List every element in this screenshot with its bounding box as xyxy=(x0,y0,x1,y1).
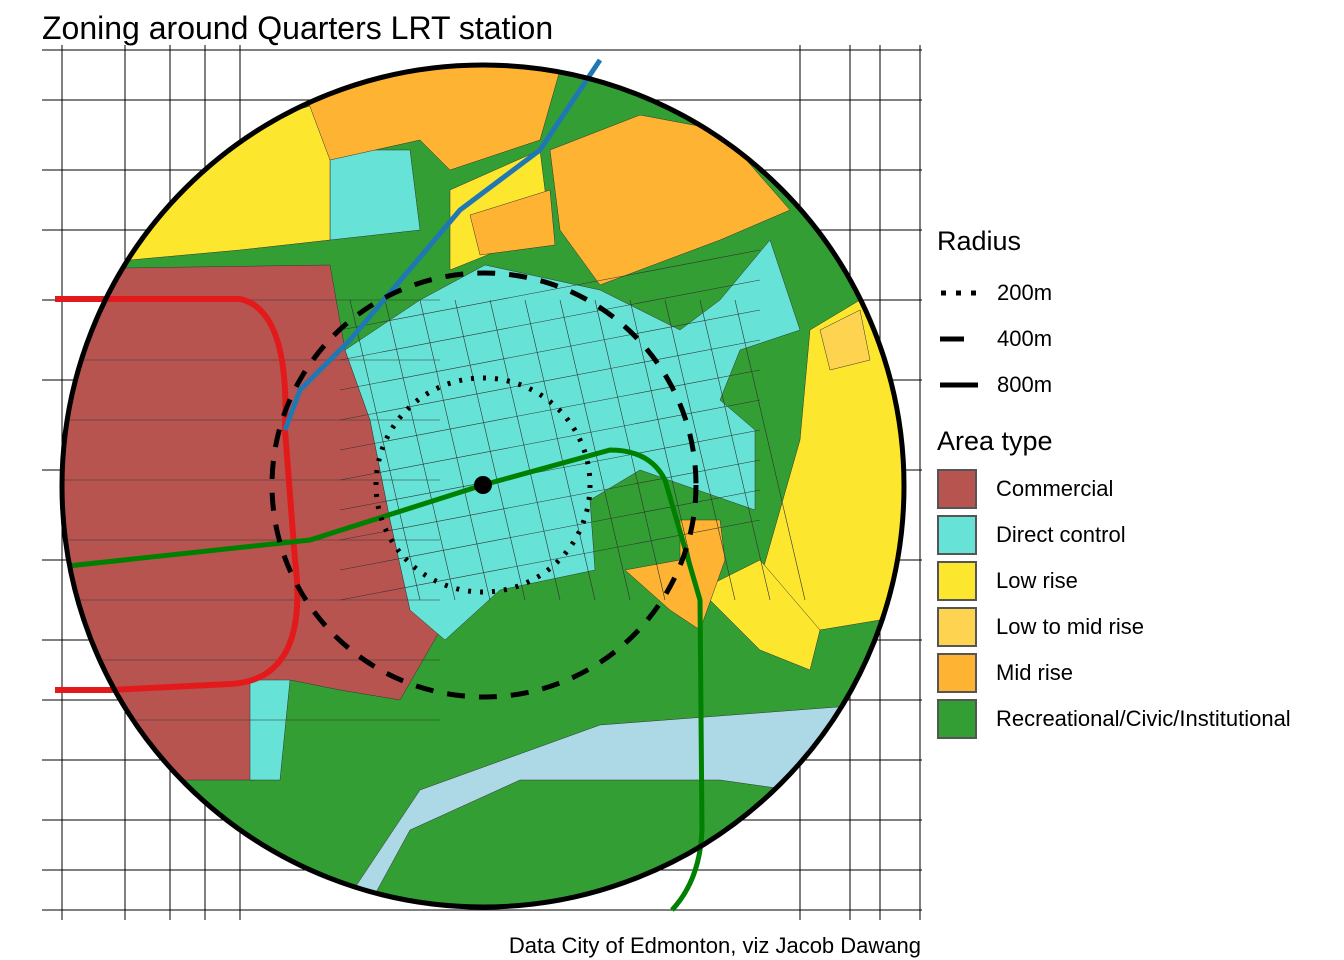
zone-direct-control xyxy=(249,679,291,781)
dotted-line-icon xyxy=(941,290,976,296)
legend-label: Low to mid rise xyxy=(996,614,1144,639)
dashed-line-icon xyxy=(940,336,964,342)
legend-area-item: Low to mid rise xyxy=(937,605,1144,649)
station-marker xyxy=(474,476,492,494)
legend-area-title: Area type xyxy=(937,426,1053,456)
legend-radius-800m: 800m xyxy=(940,370,1052,400)
parcel-line xyxy=(339,339,761,421)
legend-label: Low rise xyxy=(996,568,1078,593)
legend-area-item: Direct control xyxy=(937,513,1126,557)
parcel-line xyxy=(699,299,771,601)
radius-800m-circle xyxy=(59,62,907,910)
lrt-line-red xyxy=(55,296,301,693)
lrt-line-green xyxy=(67,447,705,912)
zone-low-rise xyxy=(699,559,821,671)
parcel-line xyxy=(734,299,806,601)
zone-low-to-mid-rise xyxy=(819,309,871,371)
zoning-areas xyxy=(62,65,904,907)
solid-line-icon xyxy=(940,382,978,388)
parcel-line xyxy=(419,299,491,601)
legend-label: Mid rise xyxy=(996,660,1074,685)
caption: Data City of Edmonton, viz Jacob Dawang xyxy=(508,933,921,958)
parcel-line xyxy=(384,299,456,601)
lrt-line-blue xyxy=(282,58,603,431)
map-title: Zoning around Quarters LRT station xyxy=(42,10,554,46)
legend-area-item: Commercial xyxy=(937,467,1113,511)
radius-200m-circle xyxy=(373,375,593,595)
legend-radius-title: Radius xyxy=(937,226,1022,256)
parcel-line xyxy=(339,309,761,391)
legend-radius-200m: 200m xyxy=(940,278,1052,308)
legend-swatch xyxy=(937,699,977,739)
parcel-line xyxy=(454,299,526,601)
parcel-line xyxy=(664,299,736,601)
zone-low-rise xyxy=(129,99,331,261)
legend-radius-400m: 400m xyxy=(940,324,1052,354)
parcel-line xyxy=(339,489,761,571)
parcel-line xyxy=(489,299,561,601)
parcel-line xyxy=(339,369,761,451)
radius-400m-circle xyxy=(269,270,699,700)
legend-area-item: Low rise xyxy=(937,559,1078,603)
legend-swatch xyxy=(937,469,977,509)
legend-area-item: Recreational/Civic/Institutional xyxy=(937,697,1291,741)
zoning-map xyxy=(42,45,922,920)
legend-swatch xyxy=(937,561,977,601)
zone-direct-control xyxy=(329,149,421,241)
parcel-line xyxy=(339,459,761,541)
zone-mid-rise xyxy=(549,114,791,286)
legend-label: Commercial xyxy=(996,476,1114,501)
parcel-line xyxy=(349,299,421,601)
zone-direct-control xyxy=(344,239,801,641)
parcel-line xyxy=(339,279,761,361)
parcel-line xyxy=(524,299,596,601)
parcel-line xyxy=(339,399,761,481)
parcel-line xyxy=(339,249,761,331)
legend-label: Direct control xyxy=(996,522,1126,547)
legend-swatch xyxy=(937,653,977,693)
parcel-line xyxy=(559,299,631,601)
legend-label: Recreational/Civic/Institutional xyxy=(996,706,1291,731)
legend-swatch xyxy=(937,607,977,647)
legend-area-item: Mid rise xyxy=(937,651,1073,695)
zone-mid-rise xyxy=(469,189,556,256)
legend-swatch xyxy=(937,515,977,555)
